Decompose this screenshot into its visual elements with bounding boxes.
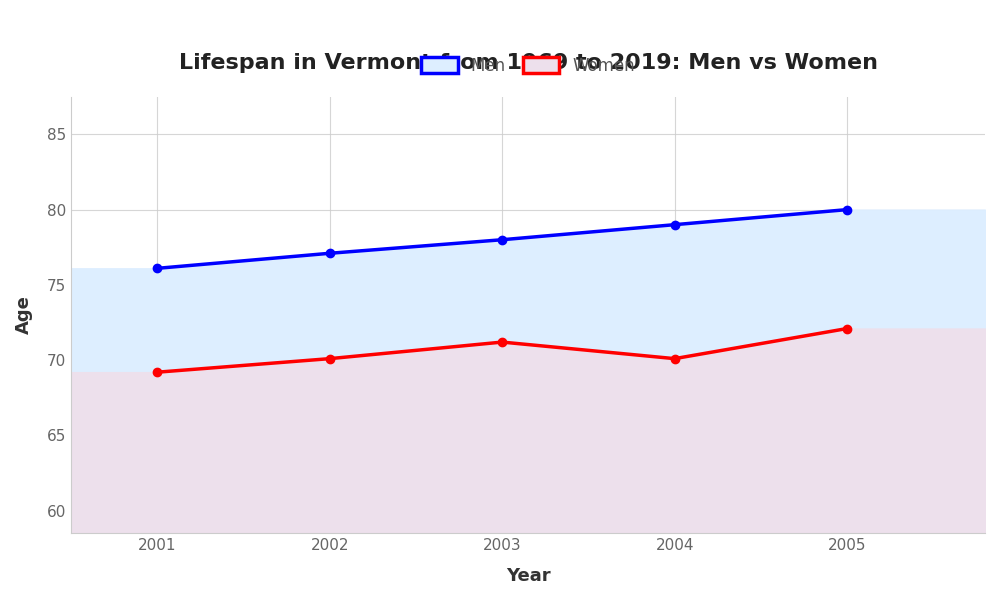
Men <box>496 236 508 244</box>
Women <box>669 355 681 362</box>
Men <box>841 206 853 213</box>
Line: Men: Men <box>153 205 851 272</box>
Women <box>841 325 853 332</box>
Title: Lifespan in Vermont from 1969 to 2019: Men vs Women: Lifespan in Vermont from 1969 to 2019: M… <box>179 53 878 73</box>
Men <box>669 221 681 228</box>
Men <box>151 265 163 272</box>
X-axis label: Year: Year <box>506 567 550 585</box>
Y-axis label: Age: Age <box>15 296 33 334</box>
Women <box>496 338 508 346</box>
Men <box>324 250 336 257</box>
Legend: Men, Women: Men, Women <box>413 49 644 83</box>
Women <box>151 368 163 376</box>
Women <box>324 355 336 362</box>
Line: Women: Women <box>153 325 851 376</box>
